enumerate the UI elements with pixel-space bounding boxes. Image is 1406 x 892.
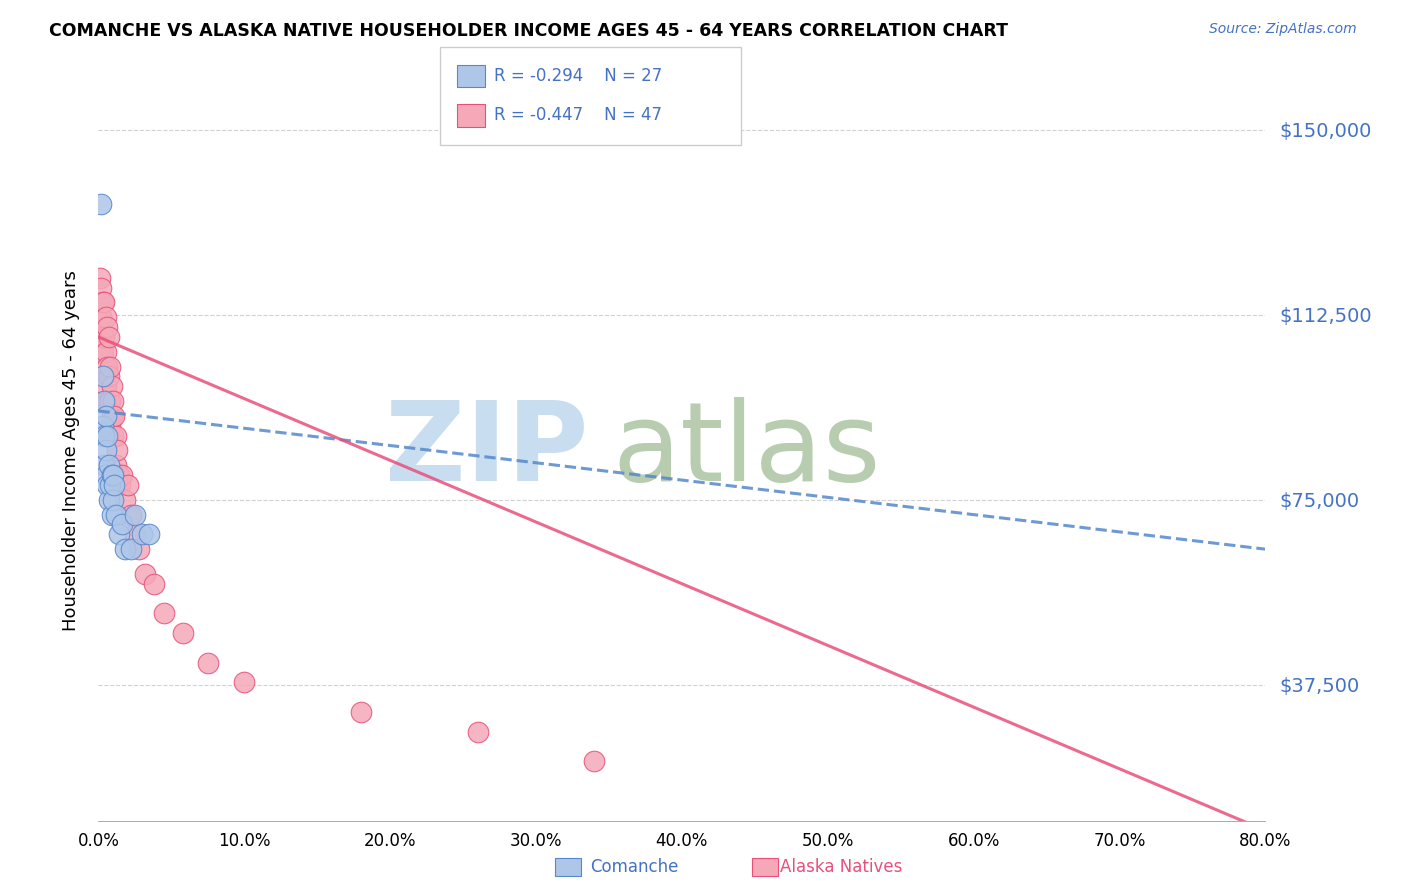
Point <box>101 428 124 442</box>
Text: ZIP: ZIP <box>385 397 589 504</box>
Point <box>142 576 165 591</box>
Point <box>124 508 146 522</box>
Point <box>94 468 117 483</box>
Point <box>104 428 127 442</box>
Point <box>467 724 489 739</box>
Point <box>172 626 194 640</box>
Point <box>103 478 125 492</box>
Point <box>94 409 117 423</box>
Point <box>98 478 121 492</box>
Point <box>97 369 120 384</box>
Point <box>93 458 115 473</box>
Point <box>100 379 122 393</box>
Point <box>104 458 127 473</box>
Point <box>153 607 176 621</box>
Point <box>110 478 132 492</box>
Point <box>93 394 115 409</box>
Point <box>90 196 112 211</box>
Point <box>94 443 117 458</box>
Point <box>100 409 122 423</box>
Text: atlas: atlas <box>612 397 880 504</box>
Point <box>120 508 142 522</box>
Point <box>104 508 127 522</box>
Text: R = -0.294    N = 27: R = -0.294 N = 27 <box>494 67 662 85</box>
Point <box>583 755 606 769</box>
Point <box>105 443 128 458</box>
Point <box>89 270 111 285</box>
Point <box>101 468 124 483</box>
Point <box>94 379 117 393</box>
Point <box>108 468 131 483</box>
Point <box>96 359 118 374</box>
Point <box>97 394 120 409</box>
Point <box>131 527 153 541</box>
Point <box>91 344 114 359</box>
Point <box>100 468 122 483</box>
Point <box>100 508 122 522</box>
Text: Comanche: Comanche <box>591 858 679 876</box>
Point <box>233 675 256 690</box>
Point <box>114 542 136 557</box>
Point <box>120 542 142 557</box>
Point <box>93 330 115 344</box>
Point <box>197 656 219 670</box>
Point <box>97 330 120 344</box>
Point <box>91 295 114 310</box>
Point <box>97 458 120 473</box>
Point <box>111 468 134 483</box>
Point <box>98 359 121 374</box>
Point <box>97 428 120 442</box>
Point <box>114 492 136 507</box>
Point <box>124 527 146 541</box>
Text: Alaska Natives: Alaska Natives <box>780 858 903 876</box>
Point <box>93 369 115 384</box>
Text: R = -0.447    N = 47: R = -0.447 N = 47 <box>494 106 661 124</box>
Point <box>117 478 139 492</box>
Point <box>93 428 115 442</box>
Point <box>91 418 114 433</box>
Point <box>96 394 118 409</box>
Point <box>350 705 373 719</box>
Point <box>96 320 118 334</box>
Point <box>93 295 115 310</box>
Point <box>91 330 114 344</box>
Point <box>98 394 121 409</box>
Point <box>94 310 117 325</box>
Point <box>138 527 160 541</box>
Point <box>101 394 124 409</box>
Point <box>134 566 156 581</box>
Point <box>111 517 134 532</box>
Point <box>101 492 124 507</box>
Point <box>128 542 150 557</box>
Text: COMANCHE VS ALASKA NATIVE HOUSEHOLDER INCOME AGES 45 - 64 YEARS CORRELATION CHAR: COMANCHE VS ALASKA NATIVE HOUSEHOLDER IN… <box>49 22 1008 40</box>
Point <box>91 369 114 384</box>
Point <box>90 310 112 325</box>
Point <box>103 409 125 423</box>
Point <box>97 492 120 507</box>
Point <box>96 478 118 492</box>
Point <box>108 527 131 541</box>
Point <box>94 344 117 359</box>
Point <box>96 428 118 442</box>
Point <box>90 280 112 294</box>
Point <box>98 418 121 433</box>
Text: Source: ZipAtlas.com: Source: ZipAtlas.com <box>1209 22 1357 37</box>
Y-axis label: Householder Income Ages 45 - 64 years: Householder Income Ages 45 - 64 years <box>62 270 80 631</box>
